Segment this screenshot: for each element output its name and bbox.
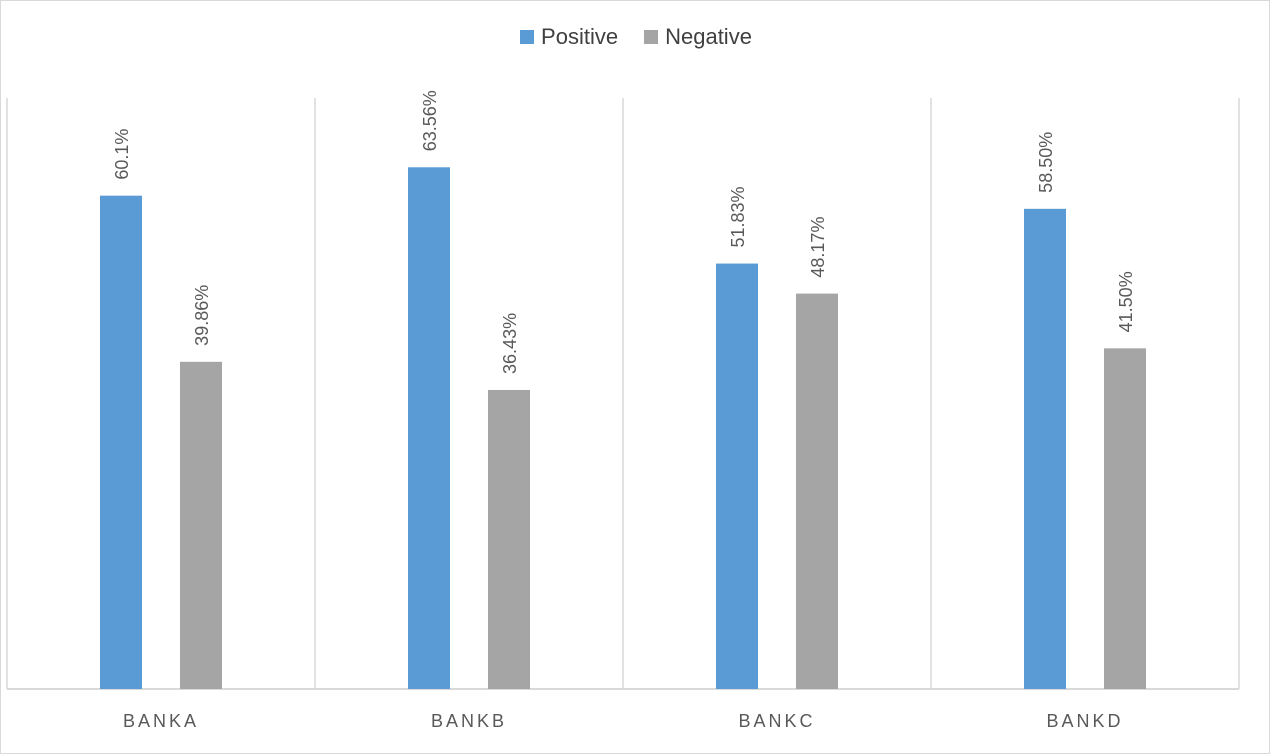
x-tick-label: BANKB [431, 711, 507, 731]
bar-negative-bankb [488, 389, 530, 689]
data-label: 39.86% [192, 285, 212, 346]
bar-positive-bankc [716, 263, 758, 689]
data-label: 58.50% [1036, 132, 1056, 193]
bar-negative-bankd [1104, 348, 1146, 689]
legend-swatch-positive [520, 30, 535, 44]
legend-label-positive: Positive [541, 24, 619, 49]
data-label: 63.56% [420, 90, 440, 151]
legend-label-negative: Negative [665, 24, 752, 49]
legend: Positive Negative [0, 24, 1272, 50]
data-label: 41.50% [1116, 271, 1136, 332]
legend-swatch-negative [644, 30, 659, 44]
data-label: 36.43% [500, 313, 520, 374]
bar-negative-banka [180, 361, 222, 689]
x-tick-label: BANKA [123, 711, 199, 731]
x-tick-label: BANKD [1046, 711, 1123, 731]
data-label: 51.83% [728, 186, 748, 247]
bar-positive-banka [100, 195, 142, 689]
x-tick-label: BANKC [738, 711, 815, 731]
legend-item-positive: Positive [520, 24, 618, 50]
data-label: 60.1% [112, 129, 132, 180]
bar-positive-bankb [408, 167, 450, 690]
data-label: 48.17% [808, 217, 828, 278]
legend-item-negative: Negative [644, 24, 752, 50]
bar-positive-bankd [1024, 208, 1066, 689]
bar-negative-bankc [796, 293, 838, 689]
